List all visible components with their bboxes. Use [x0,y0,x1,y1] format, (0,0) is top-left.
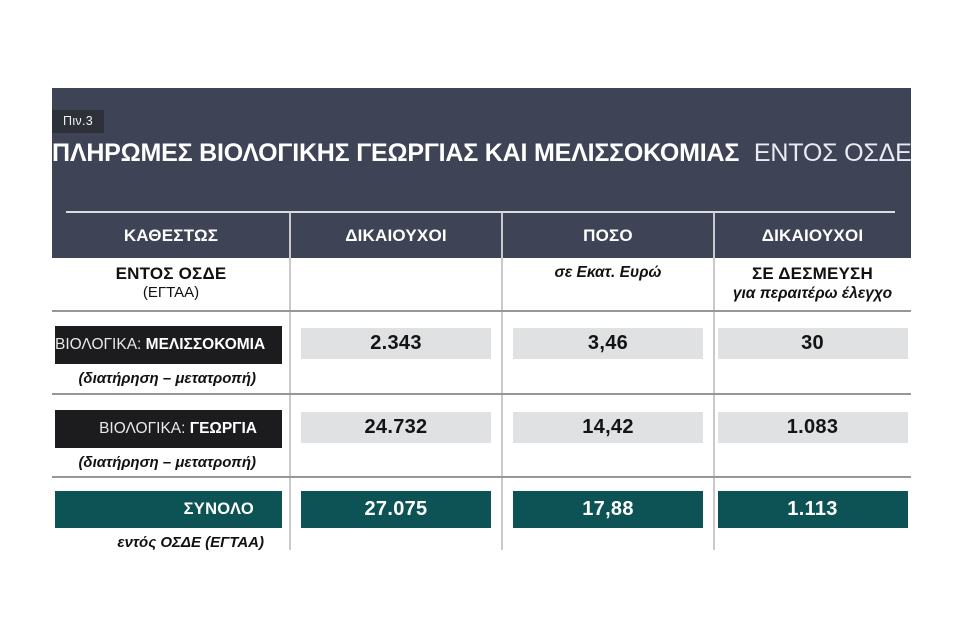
amount-value: 3,46 [513,328,703,359]
table-row-beekeeping: ΒΙΟΛΟΓΙΚΑ: ΜΕΛΙΣΣΟΚΟΜΙΑ (διατήρηση – μετ… [52,326,911,387]
column-header-kathestos: ΚΑΘΕΣΤΩΣ [123,225,219,245]
amount-cell: 3,46 [502,326,714,387]
row-label-pill: ΒΙΟΛΟΓΙΚΑ: ΓΕΩΡΓΙΑ [55,410,282,448]
subheader-row: ΕΝΤΟΣ ΟΣΔΕ (ΕΓΤΑΑ) σε Εκατ. Ευρώ ΣΕ ΔΕΣΜ… [52,258,911,310]
total-beneficiaries-value: 27.075 [301,491,491,528]
subheader-empty [290,258,502,310]
total-caption: εντός ΟΣΔΕ (ΕΓΤΑΑ) [117,534,264,551]
total-beneficiaries-cell: 27.075 [290,491,502,551]
header-panel: Πιν.3 ΠΛΗΡΩΜΕΣ ΒΙΟΛΟΓΙΚΗΣ ΓΕΩΡΓΙΑΣ ΚΑΙ Μ… [52,88,912,258]
held-value: 1.083 [717,412,908,443]
total-amount-value: 17,88 [513,491,703,528]
row-label-name: ΜΕΛΙΣΣΟΚΟΜΙΑ [145,336,266,353]
amount-cell: 14,42 [502,410,714,471]
held-cell: 30 [714,326,911,387]
held-cell: 1.083 [714,410,911,471]
column-divider [501,212,503,550]
subheader-regime: ΕΝΤΟΣ ΟΣΔΕ (ΕΓΤΑΑ) [52,258,290,310]
subheader-amount-unit-text: σε Εκατ. Ευρώ [554,264,662,281]
beneficiaries-value: 2.343 [301,328,491,359]
total-held-value: 1.113 [717,491,908,528]
header-separator-line [66,211,895,213]
beneficiaries-cell: 24.732 [290,410,502,471]
total-label-pill: ΣΥΝΟΛΟ [55,491,282,528]
row-label-cell: ΒΙΟΛΟΓΙΚΑ: ΜΕΛΙΣΣΟΚΟΜΙΑ (διατήρηση – μετ… [52,326,290,387]
column-header-dikaiouxoi: ΔΙΚΑΙΟΥΧΟΙ [345,225,447,245]
subheader-held-line1: ΣΕ ΔΕΣΜΕΥΣΗ [752,264,873,283]
total-amount-cell: 17,88 [502,491,714,551]
column-divider [713,212,715,550]
subheader-held-line2: για περαιτέρω έλεγχο [732,285,893,303]
total-label-cell: ΣΥΝΟΛΟ εντός ΟΣΔΕ (ΕΓΤΑΑ) [52,491,290,551]
beneficiaries-value: 24.732 [301,412,491,443]
row-caption: (διατήρηση – μετατροπή) [78,454,256,471]
table-row-agriculture: ΒΙΟΛΟΓΙΚΑ: ΓΕΩΡΓΙΑ (διατήρηση – μετατροπ… [52,410,911,471]
title-suffix: ΕΝΤΟΣ ΟΣΔΕ [753,139,912,167]
column-divider [289,212,291,550]
subheader-regime-line2: (ΕΓΤΑΑ) [142,284,200,302]
title-main: ΠΛΗΡΩΜΕΣ ΒΙΟΛΟΓΙΚΗΣ ΓΕΩΡΓΙΑΣ ΚΑΙ ΜΕΛΙΣΣΟ… [52,139,740,167]
row-label-cell: ΒΙΟΛΟΓΙΚΑ: ΓΕΩΡΓΙΑ (διατήρηση – μετατροπ… [52,410,290,471]
column-header-row: ΚΑΘΕΣΤΩΣ ΔΙΚΑΙΟΥΧΟΙ ΠΟΣΟ ΔΙΚΑΙΟΥΧΟΙ [52,213,911,258]
amount-value: 14,42 [513,412,703,443]
row-label-name: ΓΕΩΡΓΙΑ [189,420,257,437]
row-separator-line [52,476,911,478]
row-separator-line [52,393,911,395]
table-title: ΠΛΗΡΩΜΕΣ ΒΙΟΛΟΓΙΚΗΣ ΓΕΩΡΓΙΑΣ ΚΑΙ ΜΕΛΙΣΣΟ… [52,139,912,168]
row-separator-line [52,310,911,312]
row-label-prefix: ΒΙΟΛΟΓΙΚΑ: [55,336,142,353]
row-label-prefix: ΒΙΟΛΟΓΙΚΑ: [99,420,186,437]
table-number-tag: Πιν.3 [52,110,104,133]
column-header-dikaiouxoi-desmeusi: ΔΙΚΑΙΟΥΧΟΙ [761,225,864,245]
subheader-amount-unit: σε Εκατ. Ευρώ [502,258,714,310]
total-held-cell: 1.113 [714,491,911,551]
beneficiaries-cell: 2.343 [290,326,502,387]
subheader-held: ΣΕ ΔΕΣΜΕΥΣΗ για περαιτέρω έλεγχο [714,258,911,310]
row-caption: (διατήρηση – μετατροπή) [78,370,256,387]
held-value: 30 [717,328,908,359]
row-label-pill: ΒΙΟΛΟΓΙΚΑ: ΜΕΛΙΣΣΟΚΟΜΙΑ [55,326,282,364]
table-row-total: ΣΥΝΟΛΟ εντός ΟΣΔΕ (ΕΓΤΑΑ) 27.075 17,88 1… [52,491,911,551]
subheader-regime-line1: ΕΝΤΟΣ ΟΣΔΕ [115,264,227,283]
column-header-poso: ΠΟΣΟ [583,225,633,245]
